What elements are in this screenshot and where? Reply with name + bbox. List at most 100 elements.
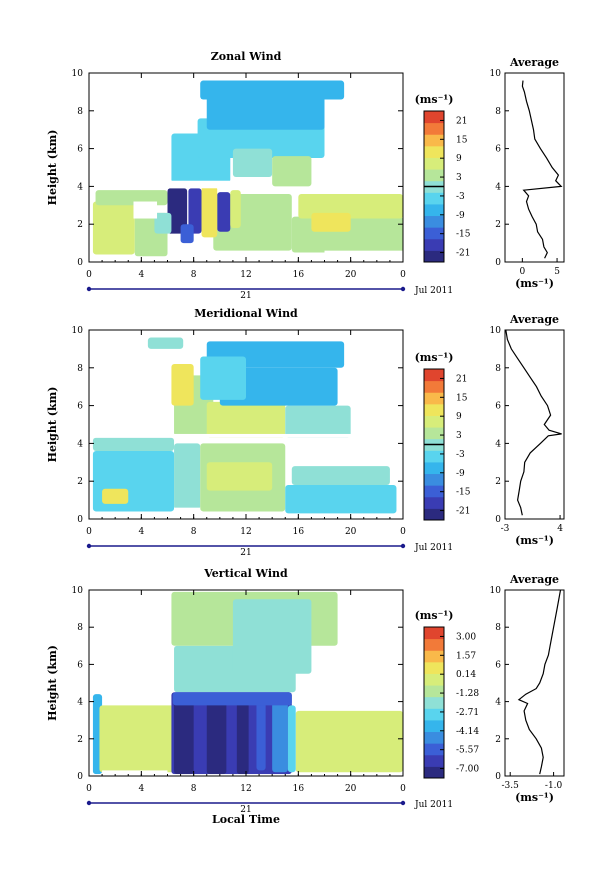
profile-y-tick-label: 2 [495, 220, 501, 230]
colorbar-segment [424, 661, 444, 674]
colorbar-segment [424, 708, 444, 721]
colorbar-segment [424, 157, 444, 170]
x-tick-label: 20 [345, 784, 357, 794]
profile-y-tick-label: 0 [495, 258, 501, 268]
colorbar-segment [424, 427, 444, 440]
x-tick-label: 4 [138, 527, 144, 537]
colorbar-segment [424, 766, 444, 779]
profile-x-tick-label: -3.5 [502, 781, 520, 791]
data-gap [170, 180, 241, 189]
profile-y-tick-label: 2 [495, 477, 501, 487]
colorbar-segment [424, 134, 444, 147]
y-tick-label: 0 [77, 772, 83, 782]
heatmap-field [89, 591, 403, 776]
data-gap [201, 239, 212, 262]
heatmap-cell [201, 186, 218, 238]
heatmap-cell [217, 192, 231, 232]
heatmap-cell [206, 694, 227, 775]
x-tick-label: 16 [293, 527, 305, 537]
heatmap-cell [219, 367, 338, 406]
colorbar-segment [424, 227, 444, 240]
colorbar-tick-label: 15 [456, 393, 468, 403]
profile-line [517, 589, 562, 775]
profile-title: Average [509, 573, 559, 586]
colorbar-segment [424, 415, 444, 428]
heatmap-cell [256, 697, 266, 771]
heatmap-cell [272, 696, 288, 773]
heatmap-cell [298, 193, 403, 219]
y-axis-label: Height (km) [46, 645, 59, 721]
heatmap-field [89, 337, 403, 519]
x-tick-label: 20 [345, 527, 357, 537]
y-tick-label: 10 [72, 69, 84, 79]
heatmap-cell [167, 188, 188, 234]
y-tick-label: 4 [77, 182, 83, 192]
colorbar-tick-label: -21 [456, 249, 471, 259]
heatmap-cell [171, 364, 194, 406]
colorbar-tick-label: 3.00 [456, 632, 476, 642]
profile-y-tick-label: 4 [495, 182, 501, 192]
y-tick-label: 6 [77, 402, 83, 412]
heatmap-cell [287, 705, 296, 773]
y-tick-label: 10 [72, 586, 84, 596]
colorbar-segment [424, 403, 444, 416]
heatmap-cell [230, 190, 241, 228]
colorbar-tick-label: -3 [456, 450, 465, 460]
profile-y-tick-label: 4 [495, 439, 501, 449]
data-gap [174, 507, 201, 519]
colorbar-segment [424, 743, 444, 756]
colorbar-segment [424, 650, 444, 663]
y-tick-label: 0 [77, 258, 83, 268]
profile-y-tick-label: 8 [495, 107, 501, 117]
colorbar-tick-label: -3 [456, 192, 465, 202]
heatmap-cell [92, 437, 175, 451]
profile-y-tick-label: 2 [495, 735, 501, 745]
colorbar-segment [424, 719, 444, 733]
profile-y-tick-label: 10 [490, 586, 502, 596]
x-tick-label: 4 [138, 270, 144, 280]
profile-frame [504, 589, 565, 777]
colorbar-tick-label: -1.28 [456, 689, 479, 699]
heatmap-cell [172, 692, 292, 706]
colorbar-segment [424, 685, 444, 698]
profile-x-label: (ms⁻¹) [515, 534, 554, 547]
colorbar-segment [424, 485, 444, 498]
profile-x-tick-label: 4 [557, 524, 563, 534]
heatmap-cell [174, 443, 201, 510]
heatmap-cell [180, 224, 194, 244]
colorbar-segment [424, 673, 444, 686]
colorbar-segment [424, 392, 444, 405]
y-tick-label: 2 [77, 735, 83, 745]
heatmap-cell [291, 466, 390, 485]
heatmap-cell [95, 190, 168, 206]
colorbar-tick-label: 3 [456, 431, 462, 441]
x-tick-label: 8 [191, 784, 197, 794]
profile-y-tick-label: 4 [495, 698, 501, 708]
profile-y-tick-label: 10 [490, 326, 502, 336]
colorbar-segment [424, 380, 444, 393]
x-tick-label: 8 [191, 527, 197, 537]
y-tick-label: 2 [77, 220, 83, 230]
x-tick-label: 20 [345, 270, 357, 280]
x-tick-label: 0 [86, 784, 92, 794]
y-tick-label: 0 [77, 515, 83, 525]
x-tick-label: 12 [240, 527, 251, 537]
heatmap-cell [200, 80, 345, 100]
heatmap-cell [206, 462, 273, 491]
profile-y-tick-label: 6 [495, 402, 501, 412]
colorbar-frame [423, 626, 445, 779]
colorbar-segment [424, 250, 444, 263]
colorbar-segment [424, 627, 444, 640]
colorbar-tick-label: -9 [456, 211, 465, 221]
colorbar-segment [424, 145, 444, 158]
x-tick-label: 8 [191, 270, 197, 280]
profile-x-tick-label: -1.0 [545, 781, 563, 791]
x-tick-label: 0 [86, 527, 92, 537]
y-axis-label: Height (km) [46, 387, 59, 463]
colorbar-tick-label: 15 [456, 135, 468, 145]
date-day: 21 [240, 291, 251, 301]
colorbar-segment [424, 215, 444, 228]
profile-y-tick-label: 8 [495, 364, 501, 374]
